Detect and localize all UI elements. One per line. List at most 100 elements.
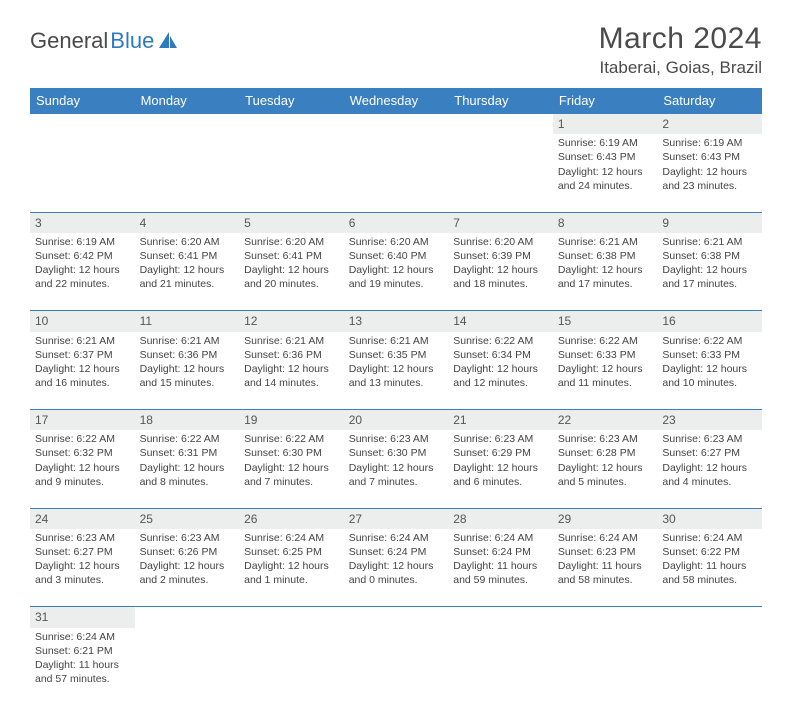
calendar-table: Sunday Monday Tuesday Wednesday Thursday… bbox=[30, 88, 762, 706]
day-number: 10 bbox=[30, 311, 135, 332]
day-info-line: and 0 minutes. bbox=[349, 573, 444, 587]
day-content-row: Sunrise: 6:19 AMSunset: 6:43 PMDaylight:… bbox=[30, 134, 762, 212]
day-info-line: and 19 minutes. bbox=[349, 277, 444, 291]
day-number-row: 10111213141516 bbox=[30, 311, 762, 332]
day-cell: Sunrise: 6:22 AMSunset: 6:30 PMDaylight:… bbox=[239, 430, 344, 508]
day-info-line: Sunrise: 6:20 AM bbox=[244, 235, 339, 249]
day-info-line: and 24 minutes. bbox=[558, 179, 653, 193]
day-info-line: and 11 minutes. bbox=[558, 376, 653, 390]
day-info-line: and 59 minutes. bbox=[453, 573, 548, 587]
day-info-line: and 58 minutes. bbox=[662, 573, 757, 587]
day-info-line: Sunrise: 6:23 AM bbox=[35, 531, 130, 545]
day-cell: Sunrise: 6:19 AMSunset: 6:43 PMDaylight:… bbox=[553, 134, 658, 212]
weekday-header-row: Sunday Monday Tuesday Wednesday Thursday… bbox=[30, 88, 762, 114]
day-info-line: Daylight: 12 hours bbox=[140, 263, 235, 277]
day-number: 18 bbox=[135, 410, 240, 431]
day-info-line: and 23 minutes. bbox=[662, 179, 757, 193]
day-cell: Sunrise: 6:24 AMSunset: 6:24 PMDaylight:… bbox=[448, 529, 553, 607]
logo-text-general: General bbox=[30, 28, 108, 54]
day-info-line: Sunset: 6:33 PM bbox=[558, 348, 653, 362]
day-info-line: Sunset: 6:34 PM bbox=[453, 348, 548, 362]
day-info-line: Sunrise: 6:21 AM bbox=[558, 235, 653, 249]
day-info-line: and 17 minutes. bbox=[662, 277, 757, 291]
day-content-row: Sunrise: 6:23 AMSunset: 6:27 PMDaylight:… bbox=[30, 529, 762, 607]
day-number bbox=[239, 114, 344, 135]
day-cell: Sunrise: 6:23 AMSunset: 6:27 PMDaylight:… bbox=[657, 430, 762, 508]
day-number: 16 bbox=[657, 311, 762, 332]
day-info-line: Daylight: 12 hours bbox=[453, 362, 548, 376]
day-info-line: Sunset: 6:41 PM bbox=[244, 249, 339, 263]
day-number bbox=[344, 607, 449, 628]
day-info-line: Sunset: 6:32 PM bbox=[35, 446, 130, 460]
day-number: 6 bbox=[344, 212, 449, 233]
day-cell: Sunrise: 6:20 AMSunset: 6:41 PMDaylight:… bbox=[135, 233, 240, 311]
day-number: 27 bbox=[344, 508, 449, 529]
day-cell: Sunrise: 6:21 AMSunset: 6:38 PMDaylight:… bbox=[553, 233, 658, 311]
day-info-line: Daylight: 12 hours bbox=[558, 461, 653, 475]
day-info-line: Daylight: 12 hours bbox=[558, 165, 653, 179]
day-info-line: Sunset: 6:25 PM bbox=[244, 545, 339, 559]
day-info-line: Sunrise: 6:24 AM bbox=[662, 531, 757, 545]
day-info-line: Sunset: 6:27 PM bbox=[662, 446, 757, 460]
day-info-line: Sunset: 6:29 PM bbox=[453, 446, 548, 460]
day-number: 5 bbox=[239, 212, 344, 233]
header: General Blue March 2024 Itaberai, Goias,… bbox=[30, 22, 762, 78]
weekday-header: Friday bbox=[553, 88, 658, 114]
day-cell: Sunrise: 6:22 AMSunset: 6:33 PMDaylight:… bbox=[553, 332, 658, 410]
day-content-row: Sunrise: 6:22 AMSunset: 6:32 PMDaylight:… bbox=[30, 430, 762, 508]
day-number: 9 bbox=[657, 212, 762, 233]
day-number: 25 bbox=[135, 508, 240, 529]
day-number: 29 bbox=[553, 508, 658, 529]
day-info-line: and 57 minutes. bbox=[35, 672, 130, 686]
day-number: 13 bbox=[344, 311, 449, 332]
day-info-line: Daylight: 11 hours bbox=[558, 559, 653, 573]
day-info-line: Sunset: 6:35 PM bbox=[349, 348, 444, 362]
logo: General Blue bbox=[30, 28, 179, 54]
day-number bbox=[135, 607, 240, 628]
day-number bbox=[448, 114, 553, 135]
day-info-line: Daylight: 12 hours bbox=[349, 263, 444, 277]
weekday-header: Wednesday bbox=[344, 88, 449, 114]
day-info-line: Sunrise: 6:23 AM bbox=[453, 432, 548, 446]
day-info-line: Sunset: 6:28 PM bbox=[558, 446, 653, 460]
day-info-line: Daylight: 11 hours bbox=[453, 559, 548, 573]
day-cell: Sunrise: 6:21 AMSunset: 6:35 PMDaylight:… bbox=[344, 332, 449, 410]
weekday-header: Tuesday bbox=[239, 88, 344, 114]
day-info-line: Sunrise: 6:22 AM bbox=[140, 432, 235, 446]
day-info-line: Sunrise: 6:22 AM bbox=[35, 432, 130, 446]
day-cell: Sunrise: 6:24 AMSunset: 6:22 PMDaylight:… bbox=[657, 529, 762, 607]
day-cell: Sunrise: 6:23 AMSunset: 6:30 PMDaylight:… bbox=[344, 430, 449, 508]
day-info-line: Sunset: 6:39 PM bbox=[453, 249, 548, 263]
day-info-line: Sunrise: 6:22 AM bbox=[662, 334, 757, 348]
day-number bbox=[657, 607, 762, 628]
day-cell: Sunrise: 6:22 AMSunset: 6:33 PMDaylight:… bbox=[657, 332, 762, 410]
day-info-line: and 7 minutes. bbox=[349, 475, 444, 489]
day-cell: Sunrise: 6:21 AMSunset: 6:36 PMDaylight:… bbox=[239, 332, 344, 410]
day-number: 26 bbox=[239, 508, 344, 529]
day-cell bbox=[448, 628, 553, 706]
day-info-line: and 4 minutes. bbox=[662, 475, 757, 489]
day-number bbox=[448, 607, 553, 628]
day-info-line: Sunset: 6:23 PM bbox=[558, 545, 653, 559]
weekday-header: Sunday bbox=[30, 88, 135, 114]
day-cell: Sunrise: 6:23 AMSunset: 6:27 PMDaylight:… bbox=[30, 529, 135, 607]
day-number: 30 bbox=[657, 508, 762, 529]
day-info-line: Daylight: 12 hours bbox=[244, 461, 339, 475]
day-info-line: and 7 minutes. bbox=[244, 475, 339, 489]
day-number: 19 bbox=[239, 410, 344, 431]
day-number: 24 bbox=[30, 508, 135, 529]
day-info-line: Daylight: 12 hours bbox=[140, 559, 235, 573]
day-cell bbox=[135, 134, 240, 212]
day-cell: Sunrise: 6:23 AMSunset: 6:28 PMDaylight:… bbox=[553, 430, 658, 508]
day-info-line: Sunrise: 6:20 AM bbox=[349, 235, 444, 249]
day-info-line: and 1 minute. bbox=[244, 573, 339, 587]
day-cell: Sunrise: 6:21 AMSunset: 6:37 PMDaylight:… bbox=[30, 332, 135, 410]
day-info-line: Sunrise: 6:24 AM bbox=[453, 531, 548, 545]
day-info-line: Daylight: 12 hours bbox=[453, 263, 548, 277]
day-info-line: Daylight: 12 hours bbox=[35, 362, 130, 376]
day-info-line: Sunset: 6:41 PM bbox=[140, 249, 235, 263]
day-number: 7 bbox=[448, 212, 553, 233]
day-cell bbox=[135, 628, 240, 706]
day-cell: Sunrise: 6:19 AMSunset: 6:42 PMDaylight:… bbox=[30, 233, 135, 311]
day-info-line: and 12 minutes. bbox=[453, 376, 548, 390]
